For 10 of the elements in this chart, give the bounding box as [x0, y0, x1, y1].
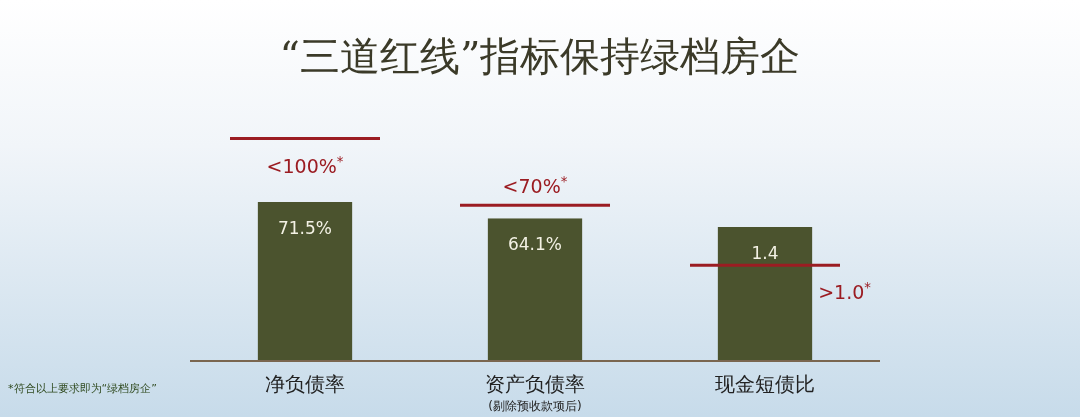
data-label: 1.4 [751, 243, 779, 263]
chart-title: “三道红线”指标保持绿档房企 [279, 33, 801, 79]
data-label: 71.5% [277, 218, 333, 238]
ref-line-label: <100%$^{*}$ [266, 153, 344, 177]
data-label: 64.1% [507, 234, 563, 255]
x-tick-label: 现金短债比 [715, 372, 815, 396]
x-tick-label: 净负债率 [265, 372, 345, 396]
text: *符合以上要求即为“绿档房企” [8, 382, 157, 395]
ref-line-label: >1.0$^{*}$ [818, 279, 872, 304]
ref-line-label: <70%$^{*}$ [502, 173, 568, 198]
